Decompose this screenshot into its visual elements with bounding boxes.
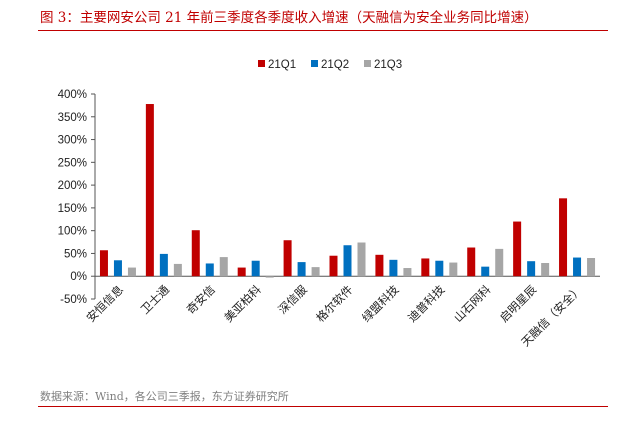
bar-21q1-10	[559, 198, 568, 277]
bar-21q1-2	[191, 230, 200, 277]
bar-21q3-9	[541, 263, 550, 277]
legend-label-21q3: 21Q3	[374, 59, 402, 71]
bar-21q1-9	[513, 221, 522, 277]
category-label: 绿盟科技	[359, 282, 402, 325]
bar-21q3-10	[587, 258, 596, 277]
legend-label-21q1: 21Q1	[268, 59, 296, 71]
bar-21q2-6	[389, 259, 398, 277]
category-label: 美亚柏科	[221, 282, 264, 325]
y-tick-label: 400%	[58, 89, 87, 101]
y-tick-label: -50%	[60, 294, 87, 306]
legend-swatch-21q1	[258, 60, 265, 67]
legend-swatch-21q3	[364, 60, 371, 67]
bar-21q1-4	[283, 240, 292, 277]
bar-21q2-7	[435, 260, 444, 277]
category-label: 山石网科	[451, 282, 494, 325]
y-tick-label: 200%	[58, 180, 87, 192]
legend-swatch-21q2	[311, 60, 318, 67]
bar-21q2-5	[343, 245, 352, 277]
bar-21q3-5	[357, 242, 366, 277]
bar-21q3-0	[127, 267, 136, 277]
bar-21q2-0	[113, 260, 122, 277]
bar-21q2-3	[251, 260, 260, 277]
category-label: 格尔软件	[313, 282, 355, 324]
bar-21q3-1	[173, 263, 182, 277]
footer-rule	[38, 406, 608, 407]
bar-21q3-4	[311, 267, 320, 277]
y-tick-label: 100%	[58, 226, 87, 238]
legend: 21Q1 21Q2 21Q3	[258, 59, 402, 71]
chart-title: 图 3：主要网安公司 21 年前三季度各季度收入增速（天融信为安全业务同比增速）	[40, 10, 538, 26]
bar-21q3-8	[495, 248, 504, 277]
category-label: 卫士通	[138, 282, 173, 317]
y-tick-label: 0%	[70, 271, 87, 283]
bar-21q2-8	[481, 266, 490, 277]
bar-21q2-10	[573, 257, 582, 277]
bar-21q1-6	[375, 254, 384, 277]
bar-21q1-1	[145, 104, 154, 277]
bar-21q2-4	[297, 262, 306, 277]
bar-21q2-9	[527, 261, 536, 277]
bar-21q3-7	[449, 262, 458, 277]
category-label: 深信服	[275, 282, 310, 317]
y-tick-label: 300%	[58, 135, 87, 147]
y-tick-label: 250%	[58, 157, 87, 169]
category-label: 迪普科技	[405, 282, 448, 325]
bar-21q3-3	[265, 276, 274, 278]
source-note: 数据来源：Wind，各公司三季报，东方证券研究所	[40, 390, 289, 403]
bar-21q3-2	[219, 257, 228, 277]
y-tick-label: 50%	[64, 248, 87, 260]
category-label: 奇安信	[184, 282, 218, 316]
bar-21q3-6	[403, 268, 412, 277]
bar-21q2-2	[205, 263, 214, 277]
legend-label-21q2: 21Q2	[321, 59, 349, 71]
category-label: 启明星辰	[497, 282, 540, 325]
y-tick-label: 150%	[58, 203, 87, 215]
y-tick-label: 350%	[58, 112, 87, 124]
bar-21q1-0	[99, 250, 108, 277]
bar-21q1-8	[467, 247, 476, 277]
title-rule	[38, 30, 608, 31]
bars	[99, 104, 596, 278]
category-labels: 安恒信息 卫士通 奇安信 美亚柏科 深信服 格尔软件 绿盟科技 迪普科技 山石网科 启明星辰天融信…	[84, 282, 586, 349]
bar-21q1-3	[237, 267, 246, 277]
category-label: 安恒信息	[84, 282, 126, 324]
bar-21q2-1	[159, 253, 168, 277]
bar-21q1-7	[421, 258, 430, 277]
bar-21q1-5	[329, 255, 338, 277]
